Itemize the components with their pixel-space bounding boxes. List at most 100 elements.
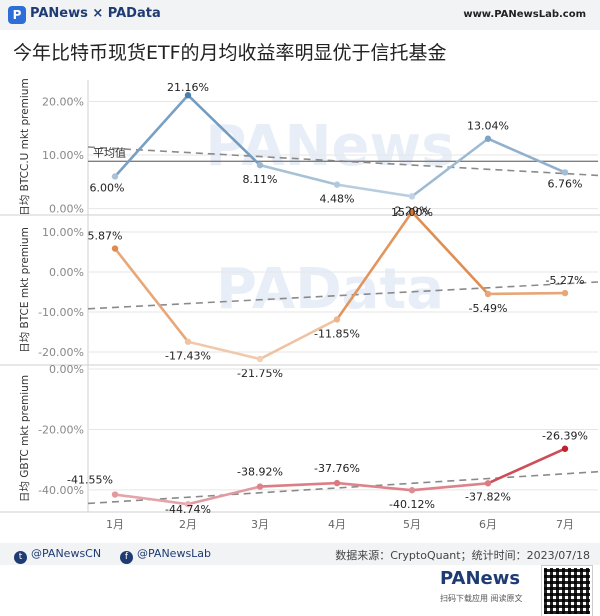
data-point	[561, 289, 569, 297]
y-tick-label: -10.00%	[38, 306, 84, 319]
data-point	[408, 193, 416, 200]
series-segment	[258, 481, 339, 488]
series-segment	[410, 481, 490, 492]
x-tick-label: 6月	[479, 518, 497, 531]
data-point	[484, 480, 492, 487]
data-point	[111, 245, 119, 252]
data-label: -5.49%	[469, 302, 508, 315]
series-segment	[186, 340, 262, 361]
average-label: 平均值	[93, 146, 126, 159]
data-label: -37.76%	[314, 462, 360, 475]
data-point	[111, 491, 119, 498]
y-axis-title: 日均 BTCE mkt premium	[19, 227, 31, 353]
x-tick-label: 3月	[251, 518, 269, 531]
data-point	[184, 338, 192, 345]
series-segment	[335, 481, 414, 492]
data-label: -37.82%	[465, 490, 511, 503]
data-point	[184, 92, 192, 99]
y-axis-title: 日均 BTCC.U mkt premium	[19, 78, 31, 215]
data-label: 6.00%	[90, 181, 125, 194]
data-label: -5.27%	[546, 274, 585, 287]
data-point	[408, 208, 416, 216]
twitter-text: @PANewsCN	[31, 547, 102, 560]
footer-bar: t @PANewsCN f @PANewsLab 数据来源：CryptoQuant；…	[0, 543, 600, 565]
data-label: -26.39%	[542, 430, 588, 443]
twitter-handle[interactable]: t @PANewsCN	[14, 547, 101, 564]
series-segment	[113, 493, 190, 506]
x-tick-label: 2月	[179, 518, 197, 531]
qr-code-icon[interactable]	[541, 565, 593, 616]
header-bar: P PANews × PAData www.PANewsLab.com	[0, 0, 600, 30]
y-tick-label: 10.00%	[42, 226, 84, 239]
series-segment	[113, 93, 190, 178]
data-label: 15.00%	[391, 206, 433, 219]
y-tick-label: 0.00%	[49, 363, 84, 376]
data-source: 数据来源：CryptoQuant；统计时间：2023/07/18	[335, 549, 590, 562]
y-tick-label: 0.00%	[49, 203, 84, 216]
series-segment	[486, 137, 567, 174]
bottom-subtitle: 扫码下载应用 阅读原文	[440, 594, 523, 603]
line-chart-panels: PANews PAData 0.00% 10.00% 20.00% 日均 BTCC.U m…	[0, 78, 600, 531]
data-point	[561, 169, 569, 176]
x-tick-label: 4月	[328, 518, 346, 531]
data-label: -41.55%	[67, 474, 113, 487]
data-label: -21.75%	[237, 367, 283, 380]
series-segment	[335, 183, 414, 198]
twitter-icon: t	[14, 551, 27, 564]
facebook-icon: f	[120, 551, 133, 564]
data-label: 4.48%	[320, 193, 355, 206]
site-url[interactable]: www.PANewsLab.com	[463, 9, 586, 20]
y-tick-label: 10.00%	[42, 149, 84, 162]
y-axis-title: 日均 GBTC mkt premium	[19, 375, 31, 502]
data-label: 5.87%	[88, 230, 123, 243]
series-segment	[335, 210, 414, 321]
data-label: 8.11%	[243, 173, 278, 186]
data-point	[561, 445, 569, 452]
data-label: -17.43%	[165, 350, 211, 363]
data-label: -40.12%	[389, 498, 435, 511]
data-label: -44.74%	[165, 503, 211, 516]
data-point	[484, 135, 492, 142]
watermark-text-2: PAData	[216, 257, 444, 322]
series-segment	[258, 163, 339, 186]
data-point	[408, 487, 416, 494]
data-point	[184, 500, 192, 508]
panews-logo-icon: P	[8, 6, 26, 24]
series-segment	[258, 318, 339, 361]
chart-title: 今年比特币现货ETF的月均收益率明显优于信托基金	[13, 42, 447, 64]
series-segment	[113, 247, 190, 344]
series-segment	[486, 291, 567, 296]
series-segment	[186, 93, 262, 167]
x-tick-label: 7月	[556, 518, 574, 531]
data-label: 6.76%	[548, 177, 583, 190]
data-point	[256, 355, 264, 363]
trend-line	[87, 281, 599, 310]
data-point	[333, 181, 341, 188]
y-tick-label: -20.00%	[38, 423, 84, 436]
data-point	[333, 479, 341, 487]
y-tick-label: -20.00%	[38, 346, 84, 359]
data-point	[111, 173, 119, 180]
series-segment	[486, 447, 567, 485]
data-label: -11.85%	[314, 327, 360, 340]
data-point	[333, 316, 341, 323]
data-point	[256, 161, 264, 169]
facebook-handle[interactable]: f @PANewsLab	[120, 547, 211, 564]
data-label: 13.04%	[467, 120, 509, 133]
data-label: 21.16%	[167, 81, 209, 94]
x-tick-label: 1月	[106, 518, 124, 531]
data-point	[256, 483, 264, 490]
data-point	[484, 290, 492, 298]
y-tick-label: 0.00%	[49, 266, 84, 279]
y-tick-label: 20.00%	[42, 95, 84, 108]
series-segment	[186, 485, 262, 506]
trend-line	[87, 470, 599, 505]
x-tick-label: 5月	[403, 518, 421, 531]
bottom-logo: PANews	[440, 568, 521, 589]
watermark-text-1: PANews	[205, 114, 454, 179]
brand-name: PANews × PAData	[30, 6, 161, 21]
data-label: -38.92%	[237, 466, 283, 479]
series-segment	[410, 210, 490, 296]
y-tick-label: -40.00%	[38, 484, 84, 497]
facebook-text: @PANewsLab	[137, 547, 212, 560]
